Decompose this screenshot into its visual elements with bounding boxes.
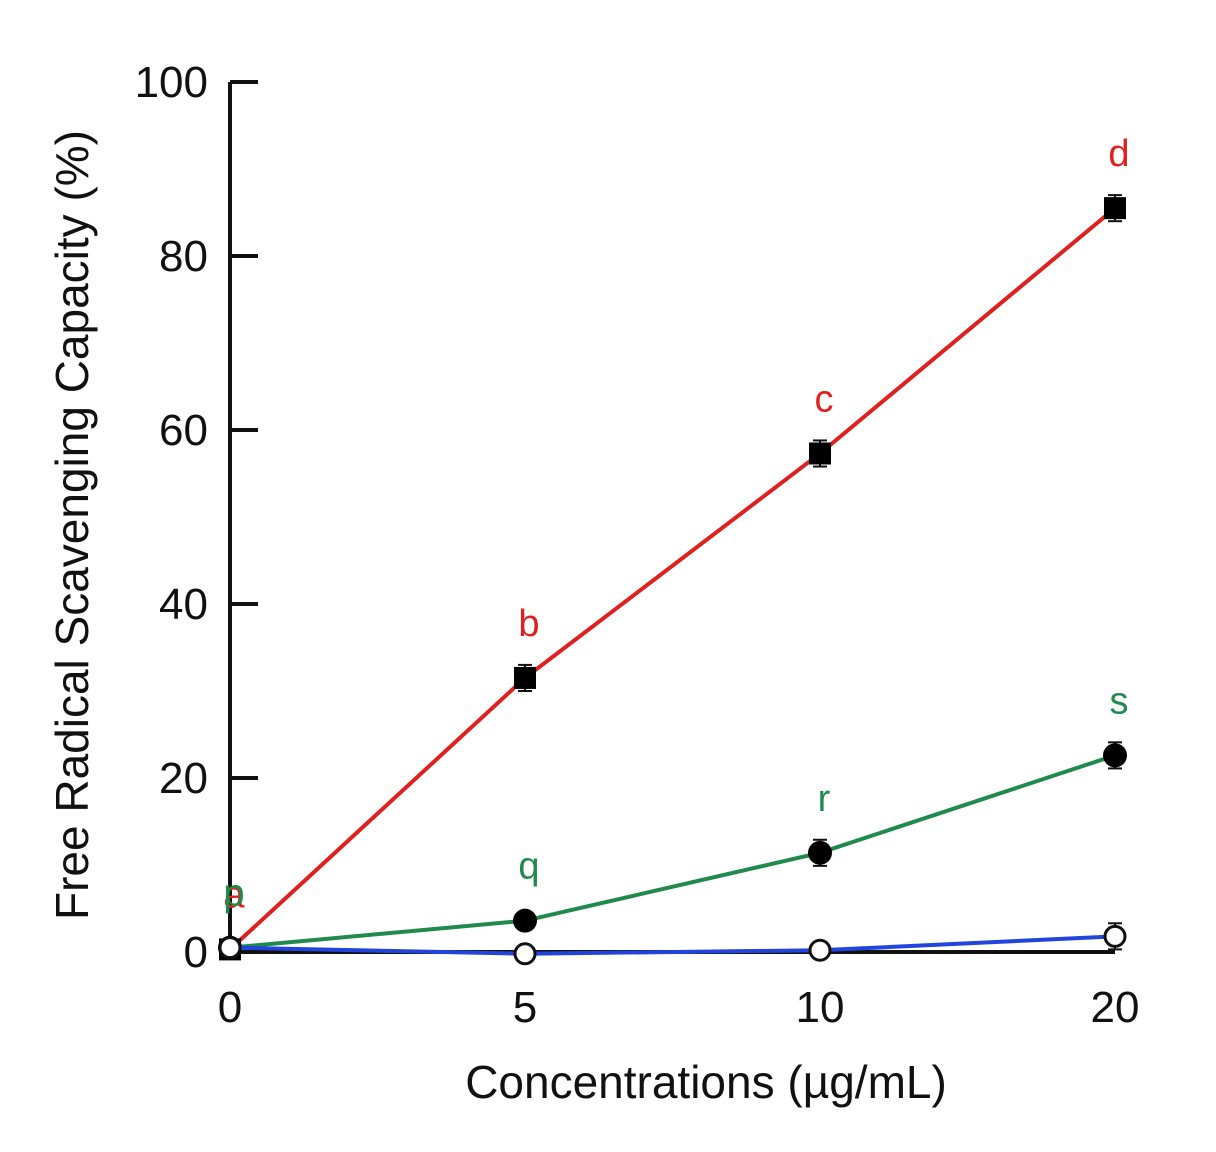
data-point-circle [513, 908, 537, 933]
point-label: a [223, 874, 245, 916]
x-tick-label: 20 [1091, 983, 1140, 1032]
axes [228, 82, 1115, 954]
y-axis-title: Free Radical Scavenging Capacity (%) [46, 130, 98, 920]
blue-series [218, 922, 1127, 966]
point-label: p [223, 873, 244, 915]
data-point-circle [808, 840, 832, 865]
y-tick-label: 0 [184, 928, 208, 977]
point-label: q [518, 846, 539, 888]
x-ticks: 0 5 10 20 [218, 983, 1140, 1032]
x-axis-title: Concentrations (µg/mL) [465, 1056, 947, 1108]
point-label: s [1110, 680, 1129, 722]
data-point-open-circle [218, 936, 242, 960]
data-point-square [514, 666, 536, 689]
x-tick-label: 5 [513, 983, 537, 1032]
red-series: a b c d [219, 133, 1130, 961]
y-tick-label: 60 [159, 406, 208, 455]
data-point-circle [1103, 743, 1127, 768]
y-tick-label: 40 [159, 580, 208, 629]
y-tick-label: 100 [135, 58, 208, 107]
green-series: p q r s [218, 680, 1129, 960]
green-series-line [229, 753, 1116, 950]
data-point-square [1104, 197, 1126, 220]
data-point-open-circle [513, 942, 537, 966]
series-layer: a b c d p q r s [218, 133, 1130, 966]
data-point-open-circle [1103, 924, 1127, 948]
point-label: r [818, 778, 831, 820]
data-point-square [809, 442, 831, 465]
x-tick-label: 10 [796, 983, 845, 1032]
y-tick-label: 20 [159, 754, 208, 803]
point-label: d [1108, 133, 1129, 175]
y-ticks: 0 20 40 60 80 100 [135, 58, 258, 977]
point-label: b [518, 603, 539, 645]
data-point-open-circle [808, 938, 832, 962]
point-label: c [815, 378, 834, 420]
x-tick-label: 0 [218, 983, 242, 1032]
red-series-line [228, 206, 1117, 951]
y-tick-label: 80 [159, 232, 208, 281]
blue-series-line [229, 934, 1116, 956]
